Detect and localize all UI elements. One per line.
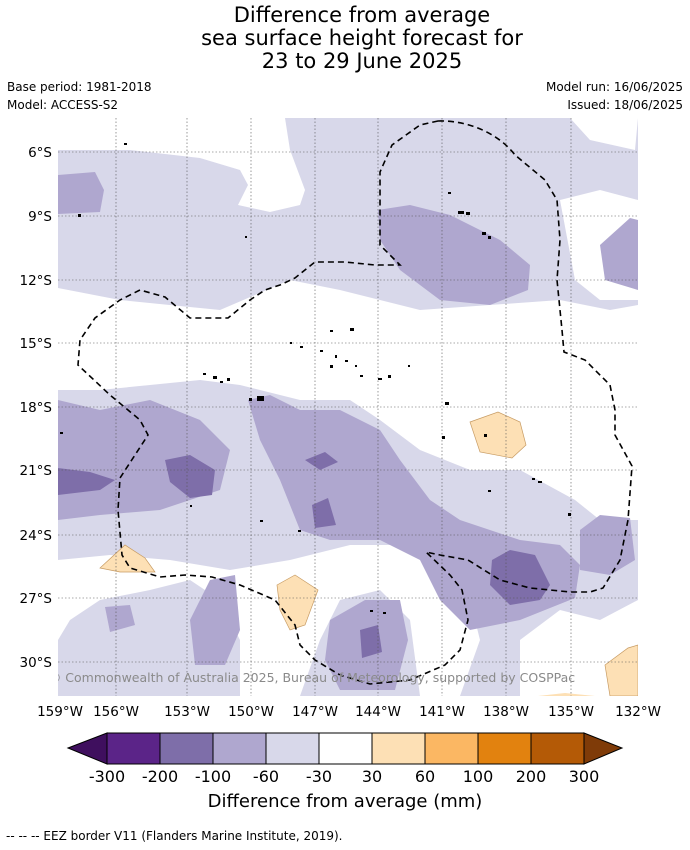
lat-label: 9°S (28, 209, 52, 225)
anomaly-negative-60-ne (600, 218, 638, 290)
anomaly-positive-30-south-edge (538, 693, 595, 696)
meta-right: Model run: 16/06/2025 Issued: 18/06/2025 (546, 78, 683, 114)
anomaly-negative-100-southeast (490, 550, 550, 605)
title-line-1: Difference from average (233, 3, 491, 27)
colorbar-extend-high (583, 732, 624, 765)
anomaly-negative-60-nw (58, 172, 104, 214)
lon-label: 144°W (355, 704, 401, 720)
colorbar-tick-label: -200 (142, 767, 178, 786)
colorbar-bin (159, 732, 214, 765)
colorbar-bin (106, 732, 161, 765)
meta-left: Base period: 1981-2018 Model: ACCESS-S2 (7, 78, 152, 114)
lat-label: 21°S (20, 463, 53, 479)
anomaly-negative-100-south (360, 625, 382, 658)
colorbar-tick-label: -30 (306, 767, 332, 786)
colorbar-tick-label: 100 (463, 767, 494, 786)
model-name: Model: ACCESS-S2 (7, 98, 119, 112)
colorbar-tick-label: 300 (569, 767, 600, 786)
lat-label: 6°S (28, 145, 52, 161)
lat-label: 24°S (20, 528, 53, 544)
lon-label: 141°W (419, 704, 465, 720)
lon-label: 138°W (483, 704, 529, 720)
lat-label: 18°S (20, 400, 53, 416)
anomaly-negative-100-west (58, 468, 115, 495)
lat-label: 27°S (20, 591, 53, 607)
title-line-3: 23 to 29 June 2025 (261, 49, 463, 73)
colorbar-tick-label: 30 (362, 767, 382, 786)
longitude-labels: 159°W 156°W 153°W 150°W 147°W 144°W 141°… (37, 704, 661, 720)
neutral-area-northeast (395, 118, 638, 150)
lon-label: 156°W (93, 704, 139, 720)
anomaly-negative-100-central-north (305, 452, 338, 470)
colorbar-title: Difference from average (mm) (207, 791, 483, 812)
colorbar (66, 732, 624, 765)
latitude-labels: 6°S 9°S 12°S 15°S 18°S 21°S 24°S 27°S 30… (20, 145, 53, 671)
eez-border (77, 120, 633, 685)
colorbar-bin (318, 732, 373, 765)
anomaly-negative-60-south (190, 575, 240, 665)
lat-label: 12°S (20, 273, 53, 289)
colorbar-bin (477, 732, 532, 765)
anomaly-positive-30-southeast (604, 644, 638, 696)
lon-label: 159°W (37, 704, 83, 720)
anomaly-negative-100-central (312, 498, 336, 528)
lon-label: 153°W (164, 704, 210, 720)
lon-label: 147°W (292, 704, 338, 720)
colorbar-bin (265, 732, 320, 765)
copyright-text: © Commonwealth of Australia 2025, Bureau… (49, 670, 575, 685)
issued-date: Issued: 18/06/2025 (567, 98, 683, 112)
anomaly-negative-60-sw (105, 605, 135, 632)
colorbar-tick-label: -100 (195, 767, 231, 786)
colorbar-bin (212, 732, 267, 765)
anomaly-negative-60-east (580, 515, 635, 575)
anomaly-negative-100-west-central (165, 455, 215, 498)
lat-label: 30°S (20, 655, 53, 671)
anomaly-positive-30-east (469, 411, 527, 459)
colorbar-tick-label: 200 (516, 767, 547, 786)
colorbar-ticks: -300 -200 -100 -60 -30 30 60 100 200 300 (89, 767, 599, 786)
anomaly-positive-30-west (99, 544, 156, 573)
colorbar-bin (424, 732, 479, 765)
islands (60, 143, 571, 614)
graticule (58, 118, 638, 696)
colorbar-bin (371, 732, 426, 765)
map-title: Difference from average sea surface heig… (0, 4, 690, 73)
anomaly-positive-30-south (276, 574, 319, 631)
title-line-2: sea surface height forecast for (201, 26, 523, 50)
colorbar-tick-label: -60 (253, 767, 279, 786)
lon-label: 135°W (548, 704, 594, 720)
sea-level-anomaly-field: © Commonwealth of Australia 2025, Bureau… (49, 118, 638, 696)
colorbar-extend-low (66, 732, 108, 765)
neutral-area-north-mid (58, 118, 305, 212)
colorbar-tick-label: -300 (89, 767, 125, 786)
colorbar-bin (530, 732, 585, 765)
model-run: Model run: 16/06/2025 (545, 80, 683, 94)
eez-legend-note: -- -- -- EEZ border V11 (Flanders Marine… (6, 829, 343, 843)
lon-label: 150°W (228, 704, 274, 720)
lon-label: 132°W (615, 704, 661, 720)
neutral-area-south (58, 545, 480, 696)
neutral-area-central (58, 280, 638, 520)
base-period: Base period: 1981-2018 (7, 80, 152, 94)
colorbar-tick-label: 60 (415, 767, 435, 786)
lat-label: 15°S (20, 336, 53, 352)
